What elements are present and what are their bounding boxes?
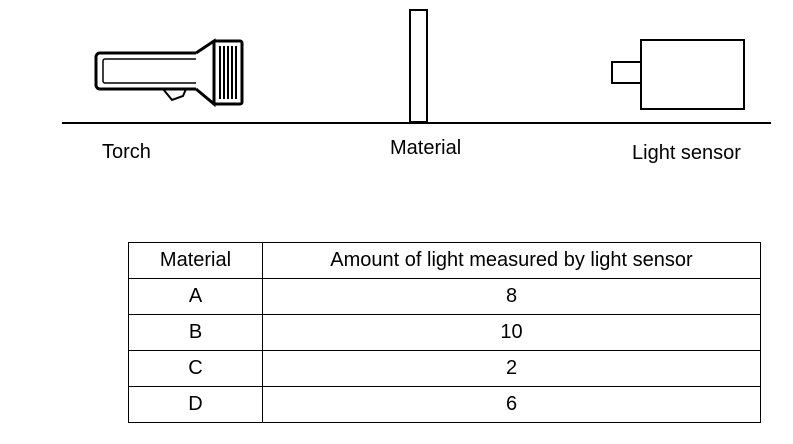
cell-light-amount: 8 (262, 278, 761, 315)
light-sensor-icon (611, 39, 745, 110)
header-material: Material (128, 242, 263, 279)
material-label: Material (390, 137, 462, 159)
table-row: B 10 (128, 314, 761, 351)
cell-material: A (128, 278, 263, 315)
table-row: A 8 (128, 278, 761, 315)
cell-material: D (128, 386, 263, 423)
table-row: D 6 (128, 386, 761, 423)
torch-icon (94, 38, 244, 108)
cell-light-amount: 6 (262, 386, 761, 423)
cell-light-amount: 2 (262, 350, 761, 387)
header-light-amount: Amount of light measured by light sensor (262, 242, 761, 279)
light-sensor-label: Light sensor (632, 142, 741, 164)
experiment-diagram: Torch Material Light sensor (0, 0, 793, 200)
cell-material: C (128, 350, 263, 387)
cell-material: B (128, 314, 263, 351)
torch-label: Torch (102, 141, 151, 163)
material-block (409, 9, 428, 123)
cell-light-amount: 10 (262, 314, 761, 351)
results-table: Material Amount of light measured by lig… (128, 242, 761, 423)
experiment-drawing (62, 9, 771, 124)
table-row: C 2 (128, 350, 761, 387)
table-header-row: Material Amount of light measured by lig… (128, 242, 761, 279)
